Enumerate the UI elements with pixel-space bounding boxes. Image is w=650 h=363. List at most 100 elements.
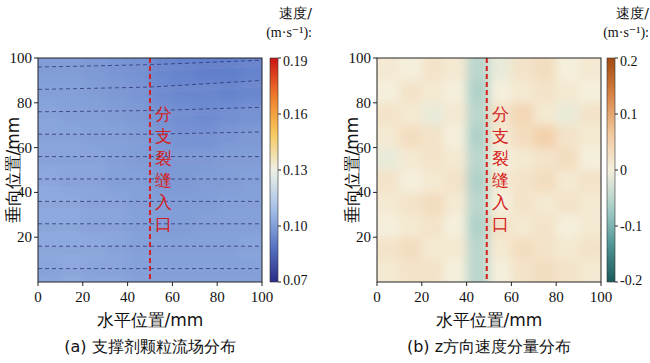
plot-frame [377, 58, 601, 282]
heat-cell [399, 192, 422, 215]
heat-cell [511, 215, 534, 238]
cells [377, 58, 601, 282]
x-tick-label: 0 [34, 289, 42, 305]
heat-cell [83, 260, 106, 282]
x-tick-label: 0 [373, 289, 381, 305]
colorbar-tick [278, 58, 281, 59]
x-tick [262, 282, 263, 286]
heat-cell [422, 170, 445, 193]
colorbar-tick-label: 0.16 [283, 107, 308, 122]
heat-cell [579, 80, 601, 103]
colorbar-label: 速度/ [616, 5, 649, 21]
heat-cell [422, 215, 445, 238]
heat-cell [534, 170, 557, 193]
x-tick [217, 282, 218, 286]
heat-cell [444, 237, 467, 260]
colorbar-tick-label: 0 [620, 163, 627, 178]
heat-cell [217, 260, 240, 282]
heat-cell [195, 58, 218, 81]
heat-cell [467, 148, 490, 171]
heat-cell [556, 58, 579, 81]
colorbar-tick-label: 0.13 [283, 163, 308, 178]
streak [38, 272, 262, 273]
heat-cell [534, 260, 557, 282]
heat-cell [240, 260, 262, 282]
annotation-text: 分支裂缝入口 [155, 104, 172, 234]
heat-cell [511, 58, 534, 81]
colorbar-tick [278, 282, 281, 283]
heat-cell [556, 148, 579, 171]
heat-cell [399, 260, 422, 282]
panel-caption: (a) 支撑剂颗粒流场分布 [64, 337, 235, 356]
y-tick [373, 58, 377, 59]
streak [38, 160, 262, 161]
heat-cell [489, 215, 512, 238]
heat-cell [150, 260, 173, 282]
heat-cell [489, 80, 512, 103]
heat-cell [60, 58, 83, 81]
colorbar-label: (m·s⁻¹): [266, 25, 312, 41]
heat-cell [422, 125, 445, 148]
heat-cell [399, 103, 422, 126]
heat-cell [422, 260, 445, 282]
heat-cell [534, 58, 557, 81]
heat-cell [128, 103, 151, 126]
x-tick [127, 282, 128, 286]
plot-area [377, 58, 601, 282]
heat-cell [105, 103, 128, 126]
streamline [38, 201, 262, 202]
heat-cell [399, 170, 422, 193]
heat-cell [534, 125, 557, 148]
heat-cell [579, 170, 601, 193]
heat-cell [377, 80, 400, 103]
heat-cell [377, 103, 400, 126]
annotation-char: 缝 [155, 170, 172, 190]
heat-cell [511, 170, 534, 193]
x-tick-label: 60 [504, 289, 519, 305]
heat-cell [83, 103, 106, 126]
heat-cell [489, 103, 512, 126]
y-tick [34, 192, 38, 193]
heat-cell [128, 58, 151, 81]
colorbar-tick-label: 0.10 [283, 219, 308, 234]
heat-cell [467, 125, 490, 148]
heat-cell [511, 103, 534, 126]
heat-cell [399, 80, 422, 103]
heat-cell [377, 58, 400, 81]
x-tick-label: 100 [590, 289, 613, 305]
x-tick-label: 100 [251, 289, 274, 305]
heat-cell [534, 103, 557, 126]
figure: 分支裂缝入口02040608010020406080100水平位置/mm垂向位置… [0, 0, 650, 363]
x-tick-label: 40 [459, 289, 474, 305]
colorbar-tick [615, 170, 618, 171]
heat-cell [556, 125, 579, 148]
heat-cell [489, 170, 512, 193]
heat-cell [511, 125, 534, 148]
plot-bg [377, 58, 601, 282]
heat-cell [128, 260, 151, 282]
colorbar-tick [615, 58, 618, 59]
annotation-char: 入 [492, 192, 509, 212]
heat-cell [489, 260, 512, 282]
heat-cell [489, 125, 512, 148]
y-axis-label: 垂向位置/mm [3, 117, 23, 224]
colorbar-label: (m·s⁻¹): [603, 25, 649, 41]
heat-cell [422, 192, 445, 215]
annotation-char: 缝 [492, 170, 509, 190]
heat-cell [511, 148, 534, 171]
heat-cell [579, 103, 601, 126]
heat-cell [556, 215, 579, 238]
heat-cell [377, 260, 400, 282]
heat-cell [377, 148, 400, 171]
heat-cell [422, 58, 445, 81]
colorbar-tick [278, 226, 281, 227]
heat-cell [444, 215, 467, 238]
y-tick [373, 102, 377, 103]
plot-frame [38, 58, 262, 282]
heat-cell [556, 103, 579, 126]
streak [38, 225, 262, 226]
heat-cell [422, 103, 445, 126]
heat-cell [489, 237, 512, 260]
heat-cell [579, 215, 601, 238]
panel-caption: (b) z方向速度分量分布 [407, 337, 571, 356]
